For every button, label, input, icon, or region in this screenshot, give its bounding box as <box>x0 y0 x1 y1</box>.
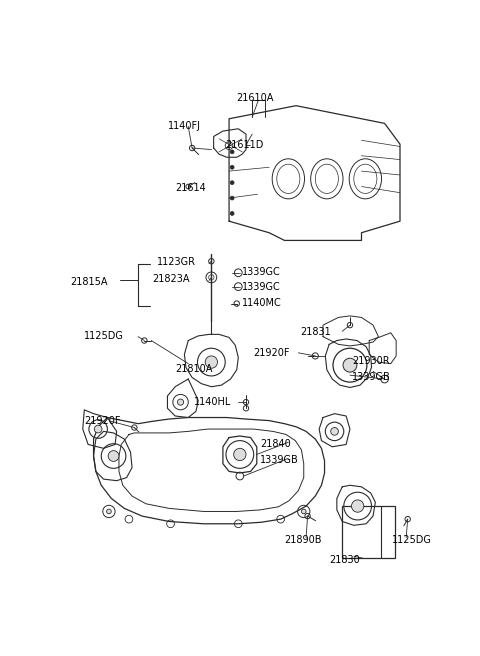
Text: 21823A: 21823A <box>152 274 190 284</box>
Circle shape <box>343 358 357 372</box>
Circle shape <box>94 425 102 433</box>
Text: 21831: 21831 <box>300 327 331 337</box>
Circle shape <box>230 211 234 215</box>
Text: 21610A: 21610A <box>237 92 274 102</box>
Text: 21840: 21840 <box>260 439 290 449</box>
Text: 1339GC: 1339GC <box>242 266 281 277</box>
Circle shape <box>301 509 306 514</box>
Text: 21614: 21614 <box>175 182 206 193</box>
Text: 21611D: 21611D <box>225 140 264 150</box>
Circle shape <box>234 448 246 461</box>
Text: 1339GB: 1339GB <box>260 455 299 465</box>
Circle shape <box>230 196 234 200</box>
Text: 1140FJ: 1140FJ <box>168 121 201 131</box>
Text: 21890B: 21890B <box>285 535 322 544</box>
Text: 1140HL: 1140HL <box>193 397 231 407</box>
Text: 21810A: 21810A <box>175 363 213 374</box>
Circle shape <box>178 399 184 405</box>
Text: 21920F: 21920F <box>254 348 290 358</box>
Bar <box>342 506 395 558</box>
Text: 21930R: 21930R <box>352 356 390 366</box>
Text: 21815A: 21815A <box>71 277 108 287</box>
Circle shape <box>230 181 234 184</box>
Text: 1140MC: 1140MC <box>242 298 282 308</box>
Circle shape <box>230 150 234 154</box>
Circle shape <box>205 356 217 368</box>
Circle shape <box>351 500 364 512</box>
Text: 1125DG: 1125DG <box>84 331 124 341</box>
Text: 21920F: 21920F <box>84 416 121 426</box>
Circle shape <box>331 428 338 435</box>
Text: 1125DG: 1125DG <box>392 535 432 544</box>
Circle shape <box>107 509 111 514</box>
Text: 1123GR: 1123GR <box>156 257 196 268</box>
Circle shape <box>108 451 119 461</box>
Text: 1339GC: 1339GC <box>242 282 281 292</box>
Text: 1339GB: 1339GB <box>352 372 391 382</box>
Circle shape <box>230 165 234 169</box>
Text: 21830: 21830 <box>329 554 360 565</box>
